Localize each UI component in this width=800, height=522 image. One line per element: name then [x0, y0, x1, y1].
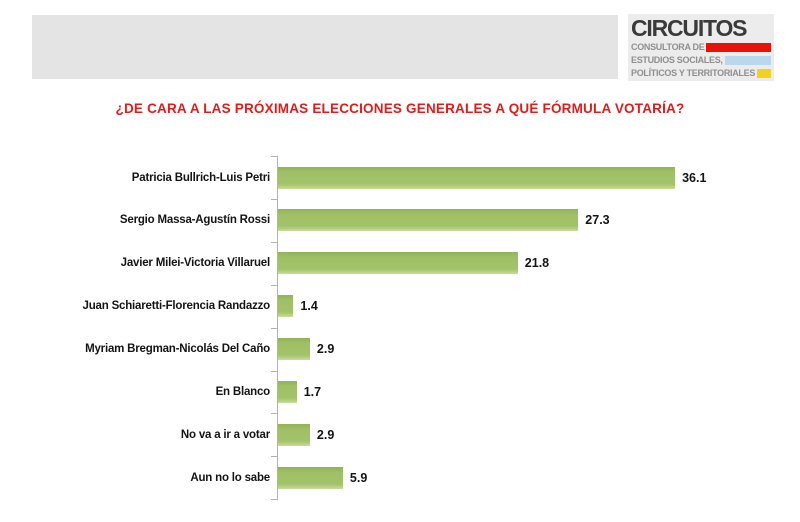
logo-blue-bar [724, 55, 771, 65]
logo-red-bar [706, 42, 771, 52]
logo-yellow-bar [757, 68, 771, 78]
value-label: 5.9 [349, 470, 368, 485]
axis-tick [271, 456, 277, 458]
axis-tick [271, 499, 277, 500]
bar-row: Myriam Bregman-Nicolás Del Caño 2.9 [0, 328, 800, 371]
category-label: Javier Milei-Victoria Villaruel [120, 257, 271, 270]
value-label: 1.4 [300, 299, 318, 314]
axis-tick [271, 327, 277, 329]
bar [278, 338, 310, 361]
bar [278, 423, 310, 446]
circuitos-logo: CIRCUITOS CONSULTORA DE ESTUDIOS SOCIALE… [628, 14, 774, 81]
axis-tick [271, 284, 277, 286]
value-label: 27.3 [585, 213, 610, 228]
category-label: Myriam Bregman-Nicolás Del Caño [85, 343, 270, 356]
axis-tick [271, 156, 277, 157]
y-axis-line [277, 156, 278, 500]
logo-title: CIRCUITOS [631, 15, 747, 41]
bar [278, 166, 676, 189]
bar-row: No va a ir a votar 2.9 [0, 413, 800, 456]
category-label: Sergio Massa-Agustín Rossi [119, 214, 270, 227]
axis-tick [271, 413, 277, 415]
bar-row: Sergio Massa-Agustín Rossi 27.3 [0, 199, 800, 242]
bar-row: Patricia Bullrich-Luis Petri 36.1 [0, 156, 800, 199]
bar-chart: Patricia Bullrich-Luis Petri 36.1 Sergio M… [0, 156, 800, 506]
bar-row: Javier Milei-Victoria Villaruel 21.8 [0, 242, 800, 285]
bar [278, 295, 294, 318]
axis-tick [271, 241, 277, 243]
category-label: No va a ir a votar [180, 428, 270, 441]
category-label: En Blanco [215, 386, 271, 398]
value-label: 2.9 [316, 342, 335, 357]
logo-line-2: ESTUDIOS SOCIALES, [631, 55, 723, 65]
axis-tick [271, 198, 277, 200]
bar [278, 252, 518, 275]
category-label: Juan Schiaretti-Florencia Randazzo [82, 300, 271, 313]
logo-row-3: POLÍTICOS Y TERRITORIALES [631, 67, 771, 79]
logo-line-1: CONSULTORA DE [631, 42, 705, 52]
category-label: Aun no lo sabe [190, 471, 270, 484]
chart-title: ¿DE CARA A LAS PRÓXIMAS ELECCIONES GENER… [115, 101, 685, 116]
bar-row: En Blanco 1.7 [0, 371, 800, 414]
bar-row: Aun no lo sabe 5.9 [0, 456, 800, 499]
logo-row-1: CONSULTORA DE [631, 41, 771, 53]
logo-line-3: POLÍTICOS Y TERRITORIALES [631, 68, 756, 78]
value-label: 36.1 [682, 170, 707, 185]
axis-tick [271, 370, 277, 372]
category-label: Patricia Bullrich-Luis Petri [131, 171, 270, 184]
value-label: 21.8 [524, 256, 550, 271]
bar [278, 381, 297, 403]
logo-row-2: ESTUDIOS SOCIALES, [631, 54, 771, 66]
bar [278, 466, 343, 489]
header-band [32, 15, 618, 79]
bar [278, 209, 579, 232]
value-label: 1.7 [303, 385, 322, 399]
bar-row: Juan Schiaretti-Florencia Randazzo 1.4 [0, 285, 800, 328]
value-label: 2.9 [316, 427, 335, 442]
